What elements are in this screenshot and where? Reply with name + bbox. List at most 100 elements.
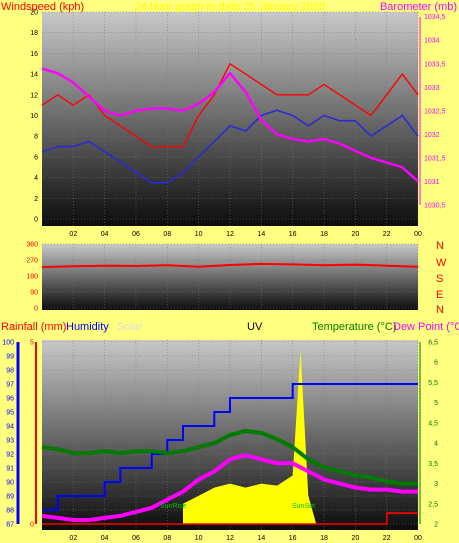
y-tick-label: 10 <box>30 113 38 120</box>
x-tick-label: 12 <box>226 231 234 238</box>
y-tick-label: 99 <box>6 354 14 361</box>
wind-gust-line <box>41 63 419 148</box>
y-tick-label: 3,5 <box>428 461 438 468</box>
y-tick-label: 1031 <box>424 179 440 186</box>
y-tick-label: 6 <box>34 154 38 161</box>
y-tick-label: 0 <box>34 306 38 313</box>
compass-label-e: E <box>436 289 443 301</box>
y-tick-label: 16 <box>30 51 38 58</box>
sunrise-annotation: SunRise <box>160 503 187 510</box>
rainfall-axis-label: Rainfall (mm) <box>1 321 66 333</box>
x-tick-label: 08 <box>163 231 171 238</box>
rain-temperature-series <box>41 350 418 525</box>
wind-direction-chart: 0 90 180 270 360 N W S E N <box>26 240 447 316</box>
y-tick-label: 93 <box>6 438 14 445</box>
y-tick-label: 95 <box>6 410 14 417</box>
y-tick-label: 4,5 <box>428 420 438 427</box>
x-tick-label: 14 <box>257 535 265 542</box>
y-tick-label: 5,5 <box>428 380 438 387</box>
y-tick-label: 5 <box>30 340 34 347</box>
x-tick-label: 14 <box>257 231 265 238</box>
x-tick-label: 16 <box>289 535 297 542</box>
y-tick-label: 6 <box>434 360 438 367</box>
y-tick-label: 90 <box>30 290 38 297</box>
x-tick-label: 10 <box>195 535 203 542</box>
y-tick-label: 1030,5 <box>424 202 446 209</box>
y-tick-label: 180 <box>26 274 38 281</box>
compass-labels: N W S E N <box>436 240 447 316</box>
barometer-axis-label: Barometer (mb) <box>380 1 457 13</box>
barometer-axis: 1030,5 1031 1031,5 1032 1032,5 1033 1033,5 1034… <box>419 14 446 209</box>
compass-label-w: W <box>436 257 447 269</box>
barometer-line <box>41 67 419 183</box>
humidity-line <box>42 383 418 511</box>
y-tick-label: 14 <box>30 72 38 79</box>
y-tick-label: 1034,5 <box>424 14 446 21</box>
y-tick-label: 88 <box>6 508 14 515</box>
compass-label-n-top: N <box>436 240 444 252</box>
temperature-axis: 2 2,5 3 3,5 4 4,5 5 5,5 6 6,5 <box>419 340 438 529</box>
y-tick-label: 2 <box>434 522 438 529</box>
y-tick-label: 98 <box>6 368 14 375</box>
x-tick-label: 10 <box>195 231 203 238</box>
x-tick-label: 04 <box>101 535 109 542</box>
x-tick-label: 22 <box>383 535 391 542</box>
x-tick-label: 00 <box>414 535 422 542</box>
y-tick-label: 0 <box>34 217 38 224</box>
compass-label-s: S <box>436 273 443 285</box>
y-tick-label: 97 <box>6 382 14 389</box>
y-tick-label: 1032,5 <box>424 108 446 115</box>
y-tick-label: 96 <box>6 396 14 403</box>
solar-label: Solar <box>117 321 143 333</box>
wind-direction-gridlines <box>42 243 419 310</box>
y-tick-label: 2 <box>34 196 38 203</box>
x-tick-label: 02 <box>69 535 77 542</box>
y-tick-label: 1033 <box>424 85 440 92</box>
temperature-line <box>41 429 418 486</box>
wind-direction-line <box>41 262 419 269</box>
wind-pressure-series <box>41 63 419 184</box>
x-tick-label: 18 <box>320 231 328 238</box>
humidity-axis: 87 88 89 90 91 92 93 94 95 96 97 98 99 100 <box>2 340 20 529</box>
y-tick-label: 1033,5 <box>424 61 446 68</box>
y-tick-label: 4 <box>34 175 38 182</box>
y-tick-label: 8 <box>34 134 38 141</box>
x-tick-label: 18 <box>320 535 328 542</box>
y-tick-label: 5 <box>434 400 438 407</box>
y-tick-label: 1032 <box>424 132 440 139</box>
y-tick-label: 2,5 <box>428 501 438 508</box>
compass-label-n-bottom: N <box>436 304 444 316</box>
y-tick-label: 87 <box>6 522 14 529</box>
x-tick-label: 12 <box>226 535 234 542</box>
wind-pressure-plot-area <box>42 12 418 226</box>
dew-point-axis-label: Dew Point (°C) <box>393 321 459 333</box>
humidity-axis-label: Humidity <box>66 321 109 333</box>
x-tick-label: 22 <box>383 231 391 238</box>
y-tick-label: 360 <box>26 242 38 249</box>
y-tick-label: 6,5 <box>428 340 438 347</box>
x-tick-label: 16 <box>289 231 297 238</box>
rainfall-axis: 05 <box>30 340 37 529</box>
windspeed-axis: 0 2 4 6 8 10 12 14 16 18 20 <box>30 10 38 224</box>
y-tick-label: 12 <box>30 92 38 99</box>
windspeed-axis-label: Windspeed (kph) <box>1 1 84 13</box>
y-tick-label: 92 <box>6 452 14 459</box>
x-tick-label: 04 <box>101 231 109 238</box>
uv-label: UV <box>247 321 263 333</box>
y-tick-label: 0 <box>30 522 34 529</box>
dew-point-line <box>41 453 418 522</box>
direction-degrees-axis: 0 90 180 270 360 <box>26 242 38 313</box>
average-wind-line <box>41 109 419 184</box>
x-tick-label: 20 <box>351 231 359 238</box>
x-tick-label: 20 <box>351 535 359 542</box>
solar-area <box>183 350 317 524</box>
y-tick-label: 20 <box>30 10 38 17</box>
x-tick-label: 06 <box>132 535 140 542</box>
x-tick-label: 06 <box>132 231 140 238</box>
x-tick-label: 08 <box>163 535 171 542</box>
chart-title: 24 hour graph to date 25 January 2020 <box>135 1 325 13</box>
rainfall-line <box>42 512 418 525</box>
y-tick-label: 100 <box>2 340 14 347</box>
